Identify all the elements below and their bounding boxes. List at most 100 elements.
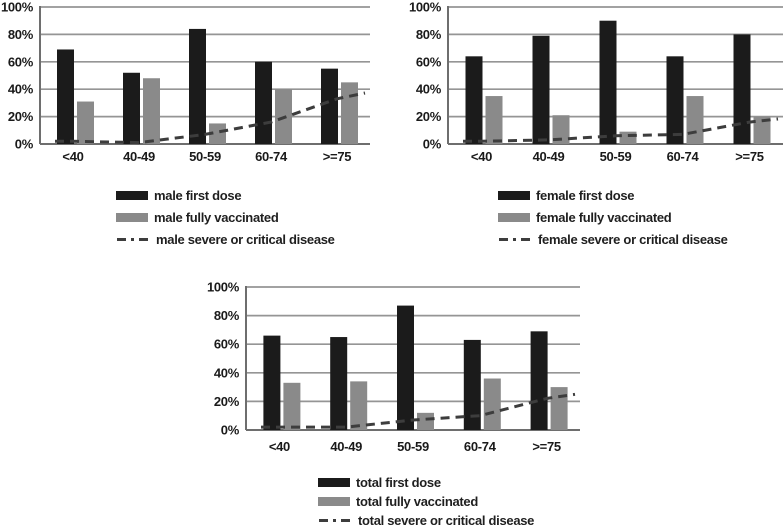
bar-female-first-dose bbox=[666, 56, 684, 144]
dashed-line-swatch bbox=[117, 237, 151, 241]
bar-female-fully-vaccinated bbox=[552, 115, 570, 144]
y-tick-label: 100% bbox=[207, 280, 240, 295]
y-tick-label: 80% bbox=[214, 308, 240, 323]
chart-total-plot: 0% 20% 40% 60% 80% 100% <40 40-49 50-59 60-74 >=75 bbox=[207, 280, 580, 454]
x-tick-label: 60-74 bbox=[255, 149, 288, 164]
bar-total-fully-vaccinated bbox=[417, 412, 434, 430]
y-tick-label: 20% bbox=[8, 109, 34, 124]
bar-male-first-dose bbox=[321, 68, 338, 144]
bar-male-first-dose bbox=[255, 61, 272, 144]
chart-total: 0% 20% 40% 60% 80% 100% <40 40-49 50-59 60-74 >=75 bbox=[204, 280, 580, 458]
legend-item-total-first-dose: total first dose bbox=[318, 473, 534, 492]
legend-item-male-severe: male severe or critical disease bbox=[116, 228, 335, 250]
y-tick-label: 60% bbox=[214, 337, 240, 352]
legend-label: total severe or critical disease bbox=[358, 513, 535, 528]
bar-female-first-dose bbox=[465, 56, 483, 144]
y-tick-label: 20% bbox=[214, 394, 240, 409]
chart-female: 0% 20% 40% 60% 80% 100% <40 40-49 50-59 60-74 >=75 bbox=[400, 0, 783, 170]
y-tick-label: 100% bbox=[409, 0, 442, 15]
bar-female-first-dose bbox=[599, 20, 617, 145]
bar-female-first-dose bbox=[532, 35, 550, 144]
chart-female-plot: 0% 20% 40% 60% 80% 100% <40 40-49 50-59 60-74 >=75 bbox=[409, 0, 783, 164]
legend-label: male fully vaccinated bbox=[154, 209, 279, 225]
y-tick-label: 80% bbox=[416, 27, 442, 42]
legend-female: female first dose female fully vaccinate… bbox=[498, 184, 728, 250]
x-tick-label: 50-59 bbox=[600, 149, 632, 164]
bar-swatch-gray bbox=[318, 497, 350, 506]
y-tick-label: 40% bbox=[214, 365, 240, 380]
y-tick-label: 0% bbox=[15, 137, 34, 152]
legend-label: female first dose bbox=[536, 187, 635, 203]
legend-item-male-fully-vaccinated: male fully vaccinated bbox=[116, 206, 335, 228]
bar-swatch-dark bbox=[116, 190, 148, 200]
bar-total-fully-vaccinated bbox=[283, 382, 301, 430]
legend-item-female-fully-vaccinated: female fully vaccinated bbox=[498, 206, 728, 228]
x-tick-label: 60-74 bbox=[667, 149, 700, 164]
bar-female-fully-vaccinated bbox=[485, 96, 503, 144]
line-male-severe-or-critical-disease bbox=[55, 91, 366, 145]
y-tick-label: 40% bbox=[8, 82, 34, 97]
bar-male-first-dose bbox=[123, 72, 140, 144]
x-tick-label: >=75 bbox=[532, 439, 561, 454]
legend-label: total fully vaccinated bbox=[356, 494, 478, 509]
bar-female-fully-vaccinated bbox=[619, 131, 637, 144]
bar-female-fully-vaccinated bbox=[686, 96, 704, 144]
legend-label: female severe or critical disease bbox=[538, 231, 728, 247]
bar-male-fully-vaccinated bbox=[77, 101, 94, 144]
legend-item-total-severe: total severe or critical disease bbox=[318, 511, 534, 530]
bar-male-fully-vaccinated bbox=[209, 123, 226, 144]
line-total-severe-or-critical-disease bbox=[261, 392, 576, 429]
bar-swatch-dark bbox=[318, 478, 350, 487]
bar-swatch-dark bbox=[498, 190, 530, 200]
bar-total-first-dose bbox=[330, 337, 348, 430]
bar-swatch-gray bbox=[116, 212, 148, 222]
legend-item-total-fully-vaccinated: total fully vaccinated bbox=[318, 492, 534, 511]
x-tick-label: 50-59 bbox=[189, 149, 221, 164]
y-tick-label: 60% bbox=[8, 54, 34, 69]
y-tick-label: 80% bbox=[8, 27, 34, 42]
legend-item-male-first-dose: male first dose bbox=[116, 184, 335, 206]
x-tick-label: <40 bbox=[471, 149, 492, 164]
legend-male: male first dose male fully vaccinated ma… bbox=[116, 184, 335, 250]
y-tick-label: 40% bbox=[416, 82, 442, 97]
x-tick-label: 40-49 bbox=[330, 439, 362, 454]
y-tick-label: 20% bbox=[416, 109, 442, 124]
bar-total-first-dose bbox=[463, 339, 481, 430]
bar-total-fully-vaccinated bbox=[550, 387, 568, 430]
legend-label: male severe or critical disease bbox=[156, 231, 335, 247]
bar-male-fully-vaccinated bbox=[341, 82, 358, 144]
x-tick-label: 60-74 bbox=[464, 439, 497, 454]
x-tick-label: <40 bbox=[62, 149, 83, 164]
bar-total-first-dose bbox=[530, 331, 548, 430]
chart-male: 0% 20% 40% 60% 80% 100% <40 40-49 50-59 60-74 >=75 bbox=[0, 0, 372, 170]
x-tick-label: 50-59 bbox=[397, 439, 429, 454]
bar-male-fully-vaccinated bbox=[143, 78, 160, 144]
legend-label: male first dose bbox=[154, 187, 242, 203]
legend-label: female fully vaccinated bbox=[536, 209, 672, 225]
line-female-severe-or-critical-disease bbox=[463, 117, 779, 143]
x-tick-label: >=75 bbox=[735, 149, 764, 164]
bar-total-first-dose bbox=[397, 305, 414, 430]
legend-item-female-severe: female severe or critical disease bbox=[498, 228, 728, 250]
bar-swatch-gray bbox=[498, 212, 530, 222]
x-tick-label: >=75 bbox=[323, 149, 352, 164]
legend-label: total first dose bbox=[356, 475, 441, 490]
y-tick-label: 60% bbox=[416, 54, 442, 69]
chart-male-plot: 0% 20% 40% 60% 80% 100% <40 40-49 50-59 60-74 >=75 bbox=[1, 0, 370, 164]
y-tick-label: 0% bbox=[423, 137, 442, 152]
bar-total-fully-vaccinated bbox=[350, 381, 368, 430]
x-tick-label: 40-49 bbox=[533, 149, 565, 164]
y-tick-label: 100% bbox=[1, 0, 34, 15]
bar-male-first-dose bbox=[189, 28, 206, 145]
bar-total-first-dose bbox=[263, 335, 281, 430]
x-tick-label: <40 bbox=[269, 439, 290, 454]
bar-female-first-dose bbox=[733, 34, 751, 144]
dashed-line-swatch bbox=[499, 237, 533, 241]
legend-item-female-first-dose: female first dose bbox=[498, 184, 728, 206]
bar-female-fully-vaccinated bbox=[753, 116, 771, 144]
bar-male-first-dose bbox=[57, 49, 74, 144]
bar-total-fully-vaccinated bbox=[483, 378, 501, 430]
x-tick-label: 40-49 bbox=[123, 149, 155, 164]
legend-total: total first dose total fully vaccinated … bbox=[318, 473, 534, 530]
dashed-line-swatch bbox=[319, 519, 353, 522]
